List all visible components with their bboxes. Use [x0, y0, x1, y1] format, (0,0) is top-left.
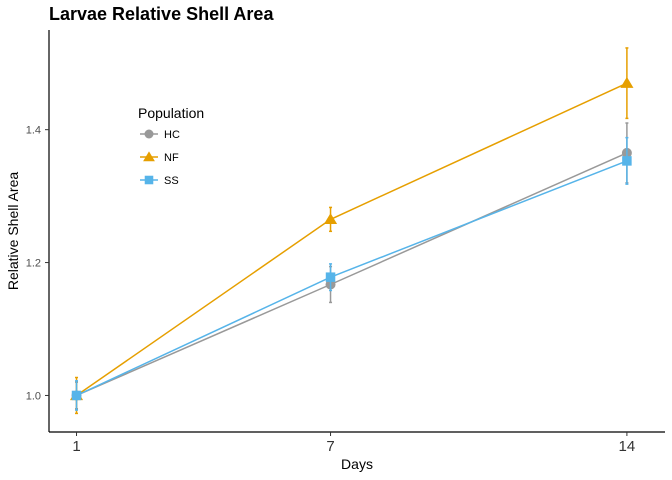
series-layer [69, 47, 634, 415]
series-line-ss [76, 160, 628, 397]
legend-title: Population [138, 105, 204, 121]
y-axis-title: Relative Shell Area [5, 172, 21, 291]
y-tick-label: 1.2 [26, 258, 41, 270]
x-tick-label: 14 [619, 438, 636, 455]
data-point-ss [622, 156, 632, 166]
legend-marker-ss [144, 175, 154, 185]
y-tick-label: 1.4 [26, 125, 41, 137]
data-point-ss [71, 390, 82, 401]
legend-label-nf: NF [164, 152, 179, 164]
data-point-nf [620, 76, 634, 88]
x-ticks: 1 7 14 [72, 432, 635, 455]
series-line-nf [76, 82, 628, 397]
legend-marker-hc [144, 129, 154, 139]
legend: Population HC NF SS [138, 105, 204, 187]
x-tick-label: 1 [72, 438, 80, 455]
y-ticks: 1.0 1.2 1.4 [26, 125, 49, 402]
legend-label-ss: SS [164, 175, 179, 187]
data-point-ss [325, 272, 336, 282]
y-tick-label: 1.0 [26, 390, 41, 402]
legend-label-hc: HC [164, 129, 180, 141]
legend-marker-nf [143, 151, 155, 162]
series-line-hc [76, 152, 628, 397]
data-point-nf [323, 213, 338, 225]
x-axis-title: Days [341, 456, 373, 472]
x-tick-label: 7 [326, 438, 334, 455]
chart-title: Larvae Relative Shell Area [49, 4, 274, 24]
